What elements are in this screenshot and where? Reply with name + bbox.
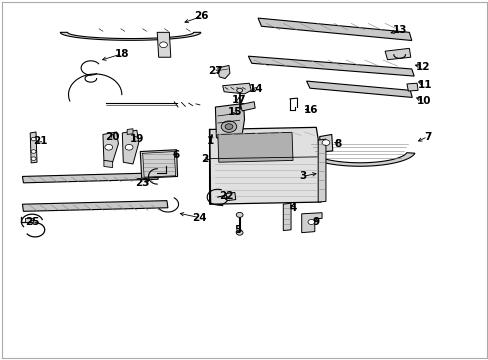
- Polygon shape: [304, 153, 414, 166]
- Text: 24: 24: [192, 213, 207, 223]
- Circle shape: [104, 144, 112, 150]
- Bar: [25, 219, 33, 222]
- Polygon shape: [240, 102, 255, 111]
- Circle shape: [31, 150, 36, 153]
- Polygon shape: [30, 132, 37, 163]
- Polygon shape: [215, 103, 244, 147]
- Text: 14: 14: [249, 84, 264, 94]
- Circle shape: [236, 88, 242, 93]
- Text: 27: 27: [208, 67, 222, 76]
- Text: 6: 6: [172, 150, 179, 160]
- Circle shape: [236, 212, 243, 217]
- Polygon shape: [103, 161, 112, 167]
- Polygon shape: [385, 48, 410, 60]
- Polygon shape: [406, 83, 417, 91]
- Polygon shape: [222, 83, 251, 94]
- Polygon shape: [102, 132, 118, 162]
- Circle shape: [159, 42, 167, 48]
- Text: 10: 10: [416, 96, 430, 106]
- Polygon shape: [22, 173, 158, 183]
- Text: 16: 16: [304, 104, 318, 114]
- Text: 18: 18: [115, 49, 129, 59]
- Polygon shape: [209, 127, 321, 204]
- Polygon shape: [318, 139, 325, 202]
- Text: 11: 11: [417, 80, 431, 90]
- Text: 21: 21: [33, 136, 47, 146]
- Polygon shape: [60, 32, 201, 40]
- Text: 25: 25: [25, 217, 40, 227]
- Polygon shape: [127, 129, 133, 134]
- Text: 5: 5: [234, 225, 242, 235]
- Polygon shape: [157, 32, 170, 57]
- Text: 23: 23: [135, 178, 150, 188]
- Text: 4: 4: [289, 203, 296, 213]
- Text: 20: 20: [105, 132, 120, 141]
- Polygon shape: [319, 134, 332, 152]
- Text: 13: 13: [391, 25, 406, 35]
- Circle shape: [125, 144, 133, 150]
- Text: 7: 7: [423, 132, 430, 141]
- Text: 15: 15: [227, 107, 242, 117]
- Text: 22: 22: [218, 191, 233, 201]
- Circle shape: [322, 140, 329, 145]
- Text: 19: 19: [129, 134, 144, 144]
- Polygon shape: [225, 193, 235, 201]
- Polygon shape: [217, 66, 229, 78]
- Circle shape: [236, 230, 243, 235]
- Polygon shape: [283, 203, 290, 230]
- Polygon shape: [258, 18, 411, 41]
- Text: 17: 17: [231, 95, 245, 105]
- Polygon shape: [22, 201, 167, 211]
- Polygon shape: [122, 130, 139, 164]
- Text: 3: 3: [299, 171, 305, 181]
- Polygon shape: [306, 81, 411, 98]
- Text: 26: 26: [194, 11, 209, 21]
- Polygon shape: [217, 132, 292, 162]
- Text: 2: 2: [201, 154, 208, 164]
- Circle shape: [31, 137, 36, 141]
- Circle shape: [31, 157, 36, 161]
- Circle shape: [224, 124, 232, 130]
- Text: 8: 8: [333, 139, 341, 149]
- Text: 1: 1: [206, 136, 214, 146]
- Polygon shape: [140, 150, 177, 178]
- Text: 9: 9: [312, 217, 319, 227]
- Circle shape: [221, 121, 236, 132]
- Circle shape: [307, 220, 314, 225]
- Polygon shape: [248, 56, 413, 76]
- Text: 12: 12: [415, 62, 429, 72]
- Polygon shape: [301, 213, 322, 233]
